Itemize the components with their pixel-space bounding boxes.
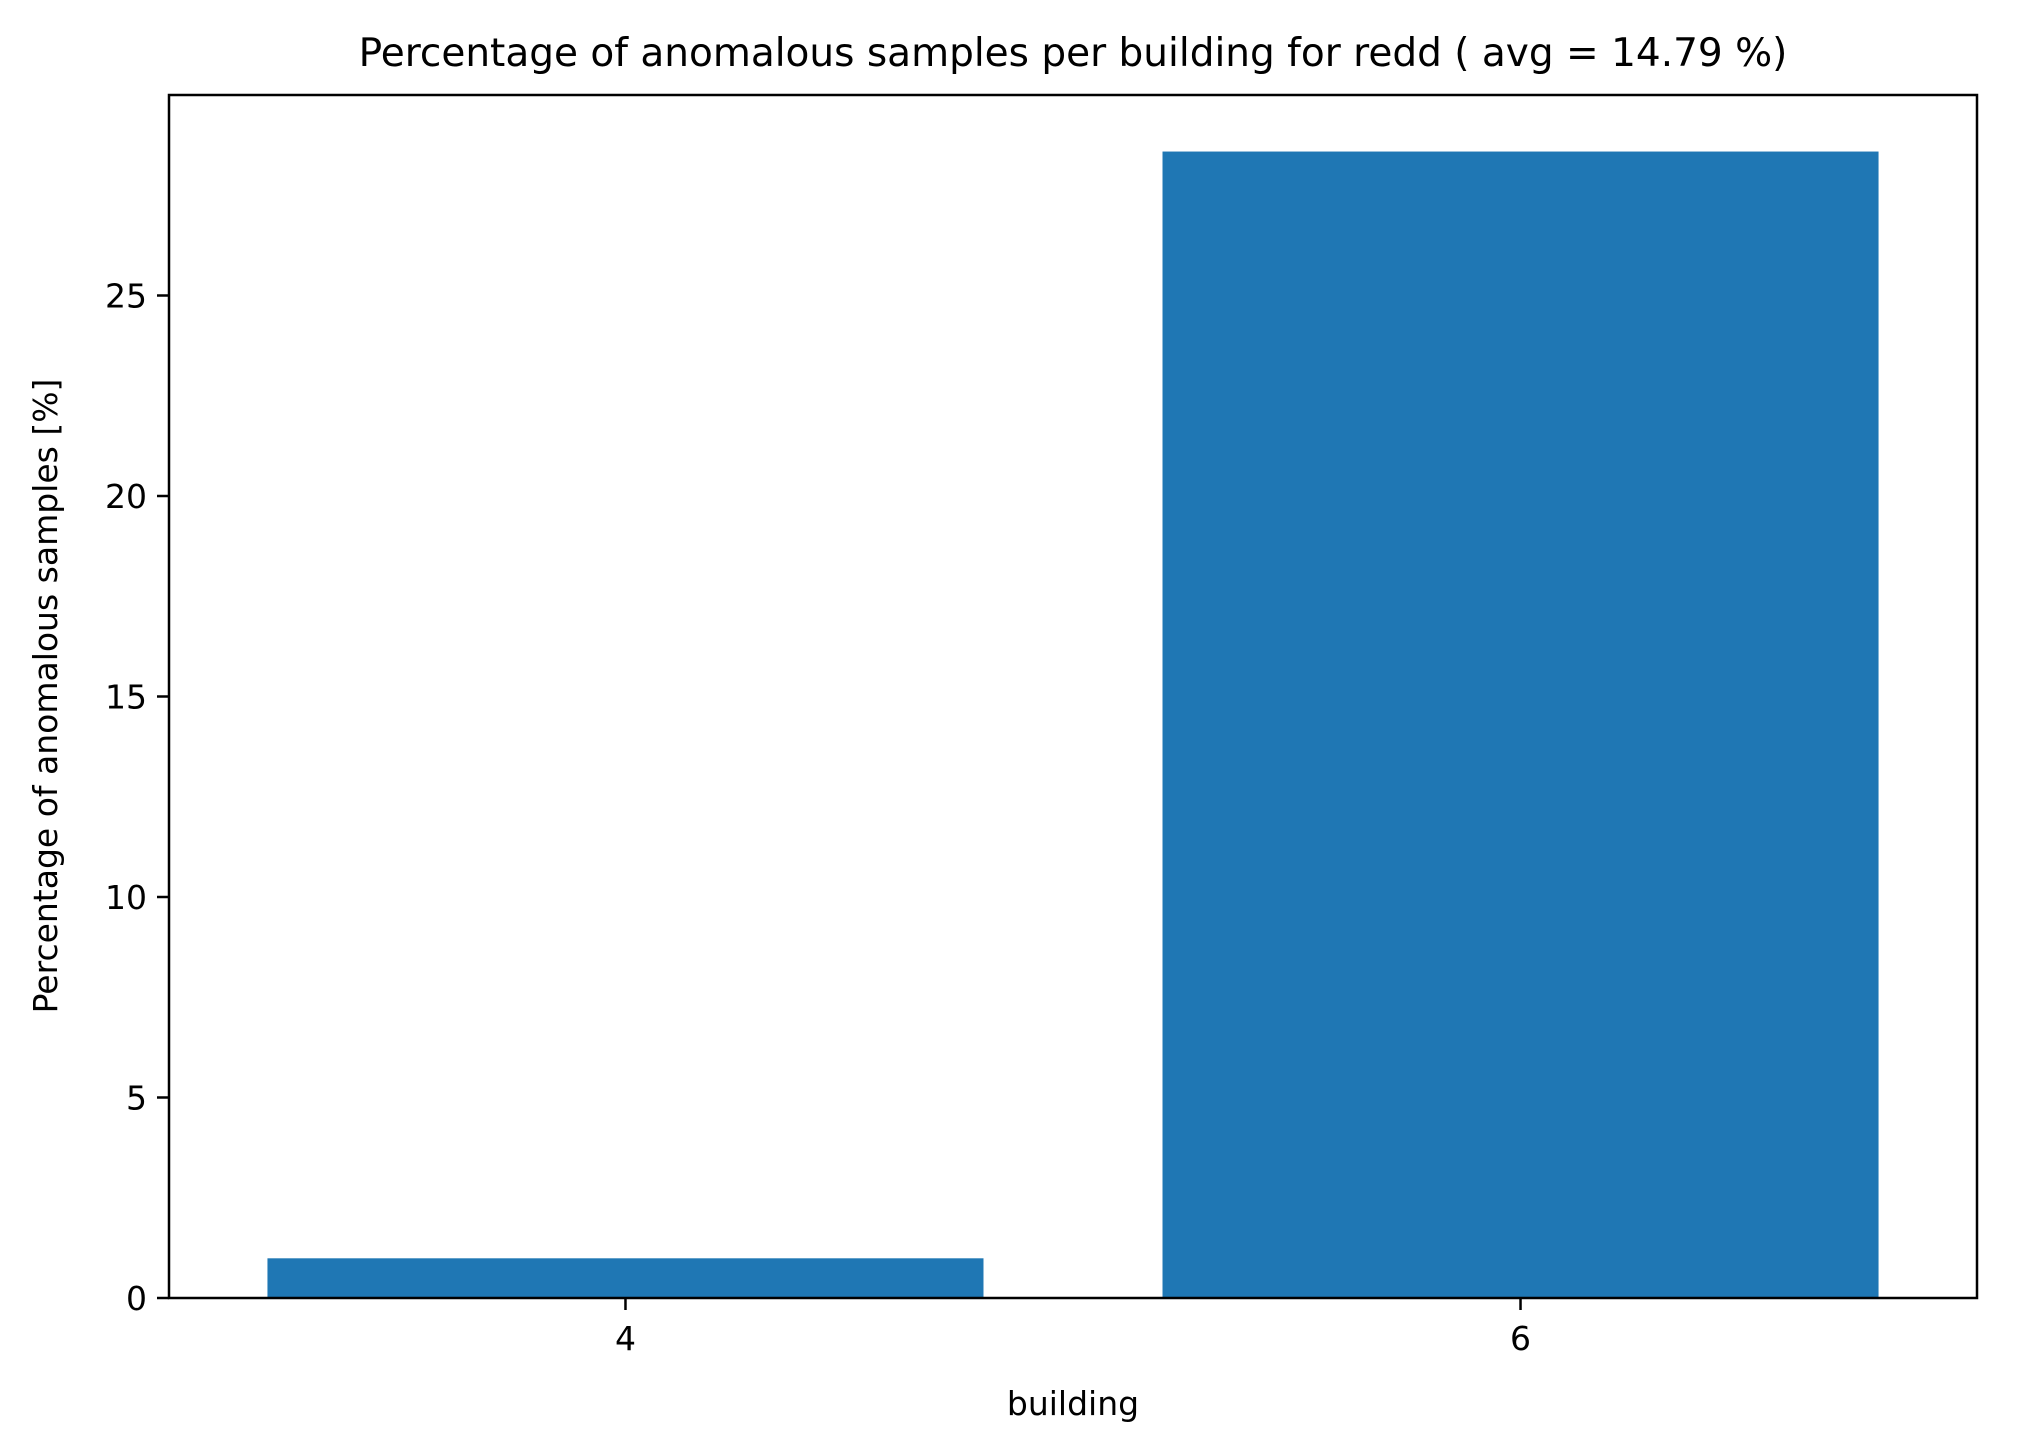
x-tick-label: 4 [615, 1319, 636, 1358]
y-tick-label: 10 [105, 878, 147, 917]
y-axis: 0 5 10 15 20 25 [105, 277, 169, 1318]
bar-building-4 [267, 1258, 984, 1298]
x-axis-title: building [1007, 1384, 1139, 1423]
chart-title: Percentage of anomalous samples per buil… [359, 31, 1788, 76]
y-tick-label: 20 [105, 477, 147, 516]
y-tick-label: 15 [105, 678, 147, 717]
y-tick-label: 0 [126, 1279, 147, 1318]
y-axis-title: Percentage of anomalous samples [%] [26, 379, 65, 1014]
bars-layer [267, 151, 1879, 1298]
y-tick-label: 25 [105, 277, 147, 316]
y-tick-label: 5 [126, 1079, 147, 1118]
x-tick-label: 6 [1510, 1319, 1531, 1358]
bar-building-6 [1162, 151, 1879, 1298]
